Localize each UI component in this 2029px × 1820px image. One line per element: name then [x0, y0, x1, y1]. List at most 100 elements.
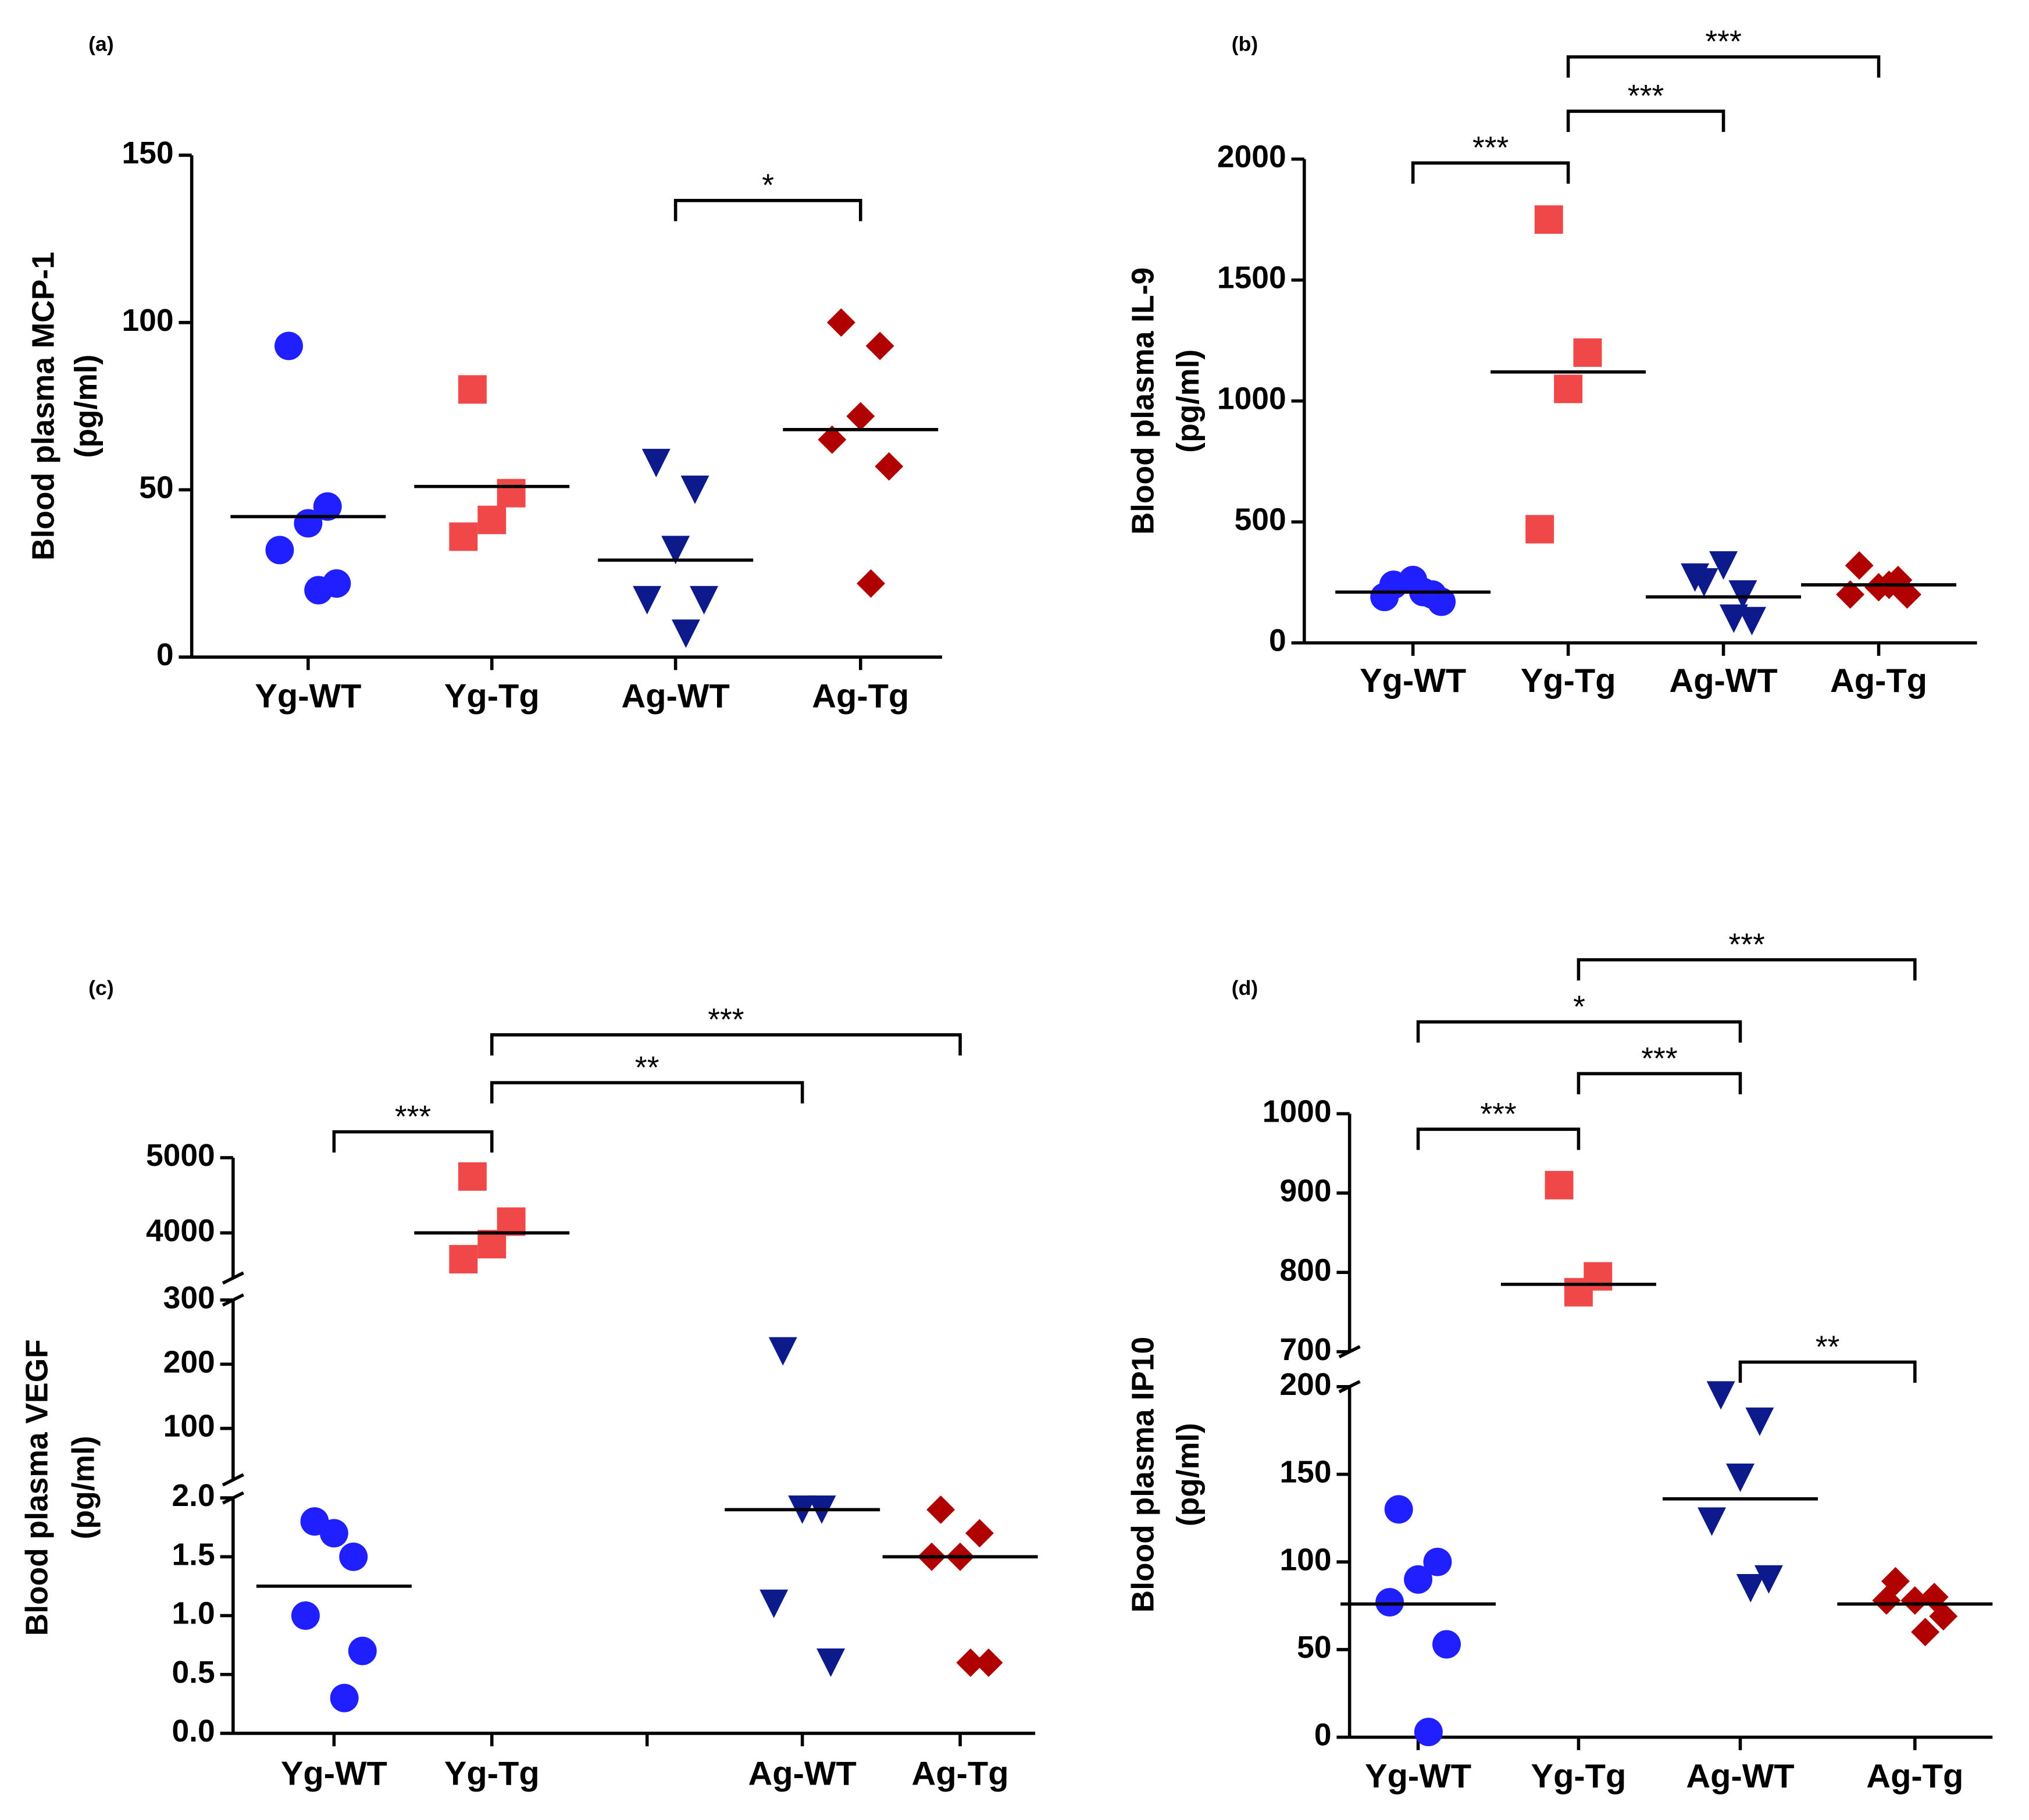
significance-label: *** [1628, 79, 1664, 113]
y-tick-label: 0.5 [172, 1655, 215, 1690]
point [759, 1589, 789, 1618]
point [1414, 1718, 1443, 1747]
point [339, 1542, 368, 1571]
significance-label: *** [1480, 1097, 1516, 1132]
point [865, 331, 894, 361]
point [274, 331, 303, 361]
y-tick-label: 1.5 [172, 1537, 215, 1572]
point [768, 1337, 797, 1366]
point [857, 569, 886, 598]
y-tick-label: 1000 [1217, 382, 1286, 416]
point [291, 1601, 320, 1630]
y-tick-label: 50 [1297, 1630, 1331, 1665]
point [875, 452, 904, 481]
point [926, 1495, 955, 1524]
significance-bracket [332, 1130, 494, 1153]
point [1900, 1586, 1930, 1615]
point [633, 586, 662, 615]
y-tick-label: 2.0 [172, 1479, 215, 1513]
significance-label: * [1573, 990, 1585, 1024]
point [1728, 580, 1757, 609]
significance-bracket [1411, 161, 1570, 184]
point [1706, 1381, 1735, 1410]
y-axis-label: (pg/ml) [69, 355, 104, 458]
y-axis-label: (pg/ml) [66, 1436, 101, 1539]
significance-bracket [1577, 1072, 1742, 1095]
point [458, 375, 487, 404]
point [1370, 583, 1399, 612]
significance-bracket [1577, 958, 1917, 981]
y-tick-label: 1000 [1263, 1094, 1332, 1129]
y-tick-label: 1.0 [172, 1597, 215, 1631]
significance-label: *** [1641, 1041, 1677, 1076]
x-tick-label: Yg-Tg [444, 1755, 540, 1793]
x-tick-label: Yg-WT [255, 678, 361, 715]
point [661, 536, 690, 565]
significance-label: *** [1472, 131, 1509, 165]
significance-label: ** [635, 1051, 659, 1085]
y-tick-label: 0 [1269, 624, 1286, 658]
y-tick-label: 900 [1279, 1174, 1331, 1208]
y-tick-label: 4000 [146, 1214, 215, 1248]
x-tick-label: Yg-WT [281, 1755, 387, 1793]
y-tick-label: 1500 [1217, 261, 1286, 295]
y-axis-label: Blood plasma IL-9 [1126, 267, 1160, 535]
y-tick-label: 100 [122, 304, 173, 338]
significance-bracket [1566, 109, 1725, 132]
point [265, 536, 294, 565]
y-tick-label: 50 [139, 470, 173, 505]
x-tick-label: Ag-WT [1669, 662, 1777, 700]
x-tick-label: Ag-WT [748, 1755, 857, 1793]
point [1545, 1170, 1574, 1200]
y-axis-label: Blood plasma MCP-1 [26, 252, 60, 561]
point [680, 475, 709, 504]
point [1738, 606, 1766, 636]
panel-label: (c) [88, 976, 113, 1000]
point [1719, 604, 1748, 633]
y-tick-label: 100 [1279, 1543, 1331, 1577]
x-tick-label: Ag-WT [1686, 1758, 1794, 1795]
point [1911, 1618, 1940, 1647]
point [304, 576, 333, 605]
y-tick-label: 5000 [146, 1139, 215, 1173]
y-axis-label: (pg/ml) [1171, 1423, 1206, 1526]
significance-bracket [1738, 1360, 1917, 1383]
point [1432, 1630, 1461, 1659]
point [319, 1519, 348, 1548]
y-tick-label: 500 [1235, 503, 1286, 537]
significance-label: *** [1728, 928, 1764, 962]
point [1423, 1547, 1452, 1576]
x-tick-label: Yg-Tg [444, 678, 540, 715]
point [477, 505, 507, 534]
y-tick-label: 200 [1279, 1368, 1331, 1402]
significance-label: ** [1816, 1330, 1840, 1364]
point [846, 402, 875, 431]
point [294, 509, 323, 538]
point [826, 308, 855, 337]
x-tick-label: Ag-Tg [912, 1755, 1009, 1793]
panel-label: (d) [1232, 976, 1258, 1000]
x-tick-label: Ag-Tg [1866, 1758, 1963, 1795]
point [690, 586, 719, 615]
point [458, 1162, 487, 1191]
y-tick-label: 0.0 [172, 1714, 215, 1748]
point [449, 1245, 478, 1274]
point [1929, 1602, 1958, 1631]
point [1726, 1464, 1755, 1492]
point [348, 1636, 377, 1665]
point [1845, 551, 1874, 580]
point [1375, 1588, 1404, 1616]
point [1573, 338, 1602, 367]
y-tick-label: 100 [163, 1409, 215, 1444]
point [477, 1230, 507, 1259]
x-tick-label: Yg-WT [1365, 1758, 1471, 1795]
y-tick-label: 150 [1279, 1455, 1331, 1490]
y-tick-label: 0 [156, 638, 174, 672]
point [1745, 1407, 1774, 1436]
point [1564, 1277, 1593, 1307]
significance-bracket [490, 1033, 962, 1056]
significance-bracket [673, 199, 862, 222]
y-tick-label: 800 [1279, 1253, 1331, 1287]
significance-bracket [1416, 1127, 1581, 1150]
